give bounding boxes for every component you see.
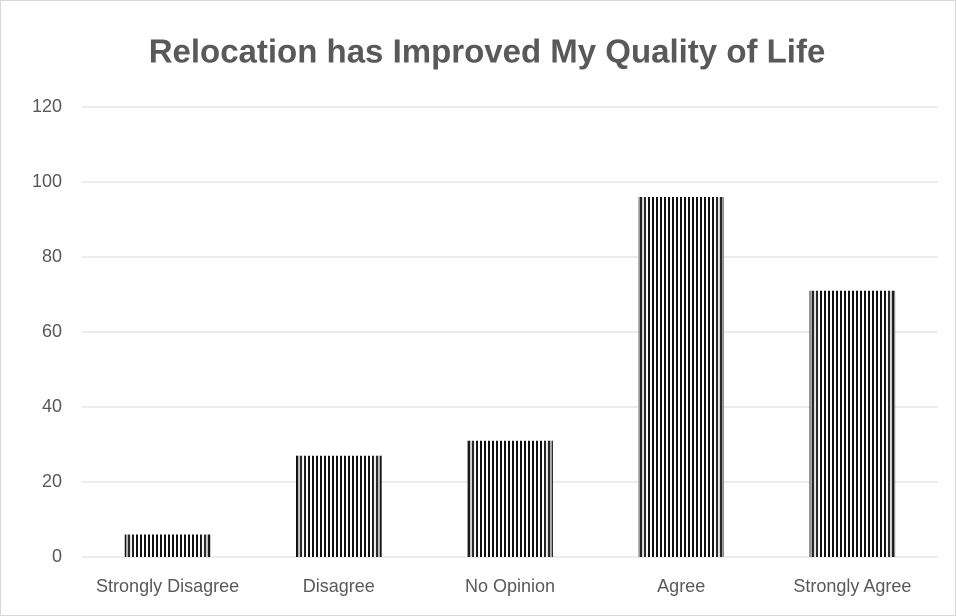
- chart-title: Relocation has Improved My Quality of Li…: [149, 33, 826, 70]
- x-tick-label: No Opinion: [465, 576, 555, 596]
- y-tick-label: 100: [32, 171, 62, 191]
- x-tick-label: Strongly Agree: [793, 576, 911, 596]
- bar: [467, 440, 553, 557]
- bar: [638, 197, 724, 557]
- bar: [124, 534, 211, 557]
- y-tick-label: 40: [42, 396, 62, 416]
- x-tick-label: Disagree: [303, 576, 375, 596]
- y-tick-label: 80: [42, 246, 62, 266]
- y-tick-label: 0: [52, 546, 62, 566]
- x-tick-label: Strongly Disagree: [96, 576, 239, 596]
- bar: [296, 455, 382, 557]
- y-tick-label: 60: [42, 321, 62, 341]
- x-tick-label: Agree: [657, 576, 705, 596]
- bar: [809, 290, 896, 557]
- y-tick-label: 20: [42, 471, 62, 491]
- y-tick-label: 120: [32, 96, 62, 116]
